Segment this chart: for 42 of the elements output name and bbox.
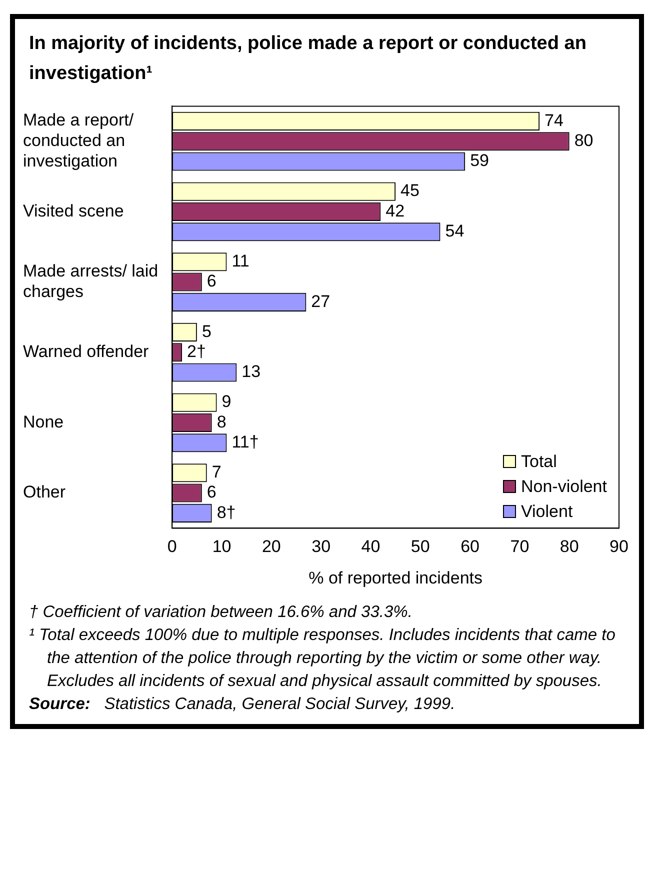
- data-label: 45: [400, 181, 420, 200]
- data-label: 42: [386, 201, 405, 220]
- x-tick-label: 0: [167, 537, 177, 556]
- data-label: 13: [242, 362, 261, 382]
- data-label: 59: [470, 151, 489, 170]
- text: † Coefficient of variation between 16.6% and 33.3%.: [29, 602, 414, 623]
- y-tick-label: Warned offender: [23, 342, 150, 362]
- data-label: 5: [202, 322, 212, 341]
- x-axis-title: % of reported incidents: [308, 568, 482, 588]
- x-tick-label: 60: [460, 537, 480, 556]
- data-label: 8: [216, 412, 226, 432]
- data-label: 74: [544, 110, 564, 130]
- data-label: 8†: [216, 502, 236, 522]
- data-label: 9: [222, 392, 232, 412]
- data-label: 2†: [187, 342, 206, 362]
- data-label: 6: [206, 482, 216, 502]
- x-tick-label: 70: [510, 537, 530, 556]
- x-tick-label: 80: [560, 537, 579, 556]
- legend-label: Total: [521, 452, 557, 472]
- data-label: 11†: [232, 432, 259, 452]
- y-tick-label: Made arrests/ laid charges: [23, 262, 158, 301]
- y-tick-label: Visited scene: [23, 201, 124, 220]
- y-tick-label: Other: [23, 482, 66, 502]
- x-tick-label: 40: [361, 537, 380, 556]
- data-label: 11: [232, 252, 250, 271]
- data-label: 54: [445, 222, 464, 241]
- source-note: Source: Statistics Canada, General Social Survey, 1999.: [29, 694, 456, 715]
- data-label: 6: [206, 272, 216, 291]
- y-tick-label: None: [23, 412, 64, 432]
- x-tick-label: 30: [312, 537, 331, 556]
- data-label: 7: [212, 462, 222, 482]
- legend-label: Violent: [521, 502, 573, 522]
- y-tick-label: Made a report/ conducted an investigation: [23, 110, 134, 170]
- data-label: 80: [574, 131, 594, 150]
- data-label: 27: [311, 292, 330, 311]
- x-tick-label: 90: [610, 537, 628, 556]
- chart-title: In majority of incidents, police made a report or conducted an investigation¹: [29, 32, 588, 86]
- x-tick-label: 50: [410, 537, 430, 556]
- text: ¹ Total exceeds 100% due to multiple responses. Includes incidents that came to the attention of the police through reporting by the victim or some other way. Excludes all incidents of sexual and physical assault committed by spouses.: [29, 625, 616, 692]
- legend-label: Non-violent: [521, 476, 607, 497]
- x-tick-label: 10: [212, 537, 232, 556]
- x-tick-label: 20: [262, 537, 281, 556]
